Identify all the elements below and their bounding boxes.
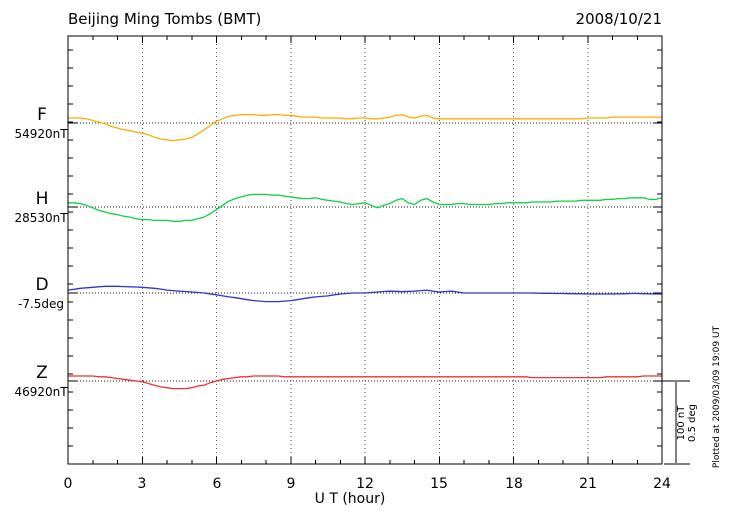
date-label: 2008/10/21 <box>576 10 662 28</box>
channel-value-f: 54920nT <box>14 127 68 141</box>
x-tick-label: 3 <box>138 476 147 492</box>
x-axis-title: U T (hour) <box>315 491 386 507</box>
scale-bar: 100 nT 0.5 deg <box>662 380 698 465</box>
channel-label-h: H <box>36 189 49 209</box>
channel-value-z: 46920nT <box>14 385 68 399</box>
x-tick-label: 24 <box>653 476 671 492</box>
page-title: Beijing Ming Tombs (BMT) <box>68 10 261 28</box>
x-tick-label: 6 <box>213 476 222 492</box>
trace-H <box>67 193 663 222</box>
x-tick-label: 18 <box>505 476 523 492</box>
scale-bar-deg-label: 0.5 deg <box>687 404 698 442</box>
channel-label-z: Z <box>36 363 48 383</box>
trace-Z <box>67 375 663 390</box>
trace-F <box>67 113 663 142</box>
channel-value-d: -7.5deg <box>18 297 64 311</box>
channel-value-h: 28530nT <box>14 211 68 225</box>
axis-ticks <box>67 36 663 464</box>
plotted-at-label: Plotted at 2009/03/09 19:09 UT <box>712 325 722 468</box>
traces <box>67 113 663 390</box>
x-tick-label: 15 <box>430 476 448 492</box>
x-tick-label: 9 <box>287 476 296 492</box>
gridlines <box>68 36 662 464</box>
x-tick-label: 0 <box>64 476 73 492</box>
scale-bar-nt-label: 100 nT <box>676 405 687 441</box>
channel-label-d: D <box>35 275 48 295</box>
x-tick-label: 21 <box>579 476 597 492</box>
x-tick-label: 12 <box>356 476 374 492</box>
channel-label-f: F <box>37 105 47 125</box>
trace-D <box>67 285 663 303</box>
